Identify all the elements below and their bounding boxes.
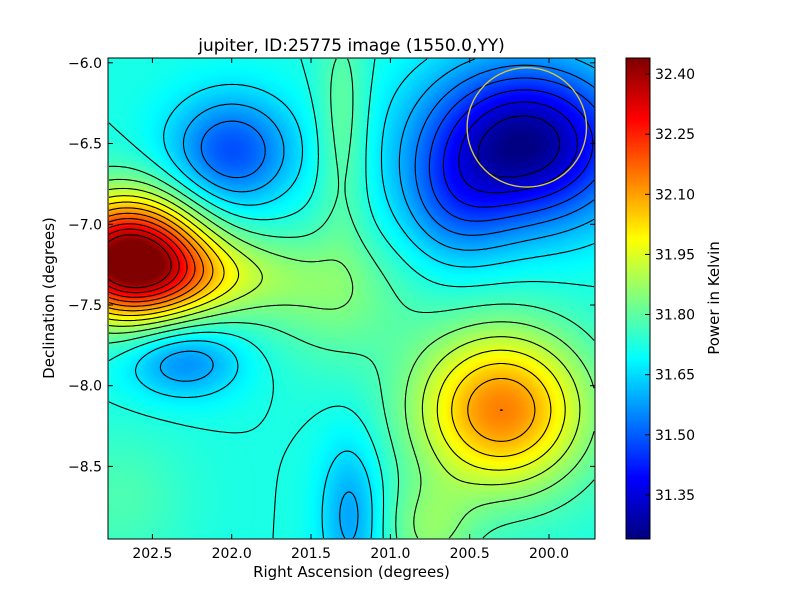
y-axis-ticks: −6.0 −6.5 −7.0 −7.5 −8.0 −8.5 [68,56,595,475]
contour-line [108,223,188,298]
colorbar-tick-label: 31.35 [655,488,695,504]
contour-line [108,187,581,486]
contour-line [108,212,503,412]
colorbar-frame [625,57,651,540]
colorbar: 32.40 32.25 32.10 31.95 31.80 31.65 31.50 31.35… [625,57,723,540]
colorbar-tick-label: 31.65 [655,368,695,384]
contour-line [108,201,552,458]
overlay-circle [466,66,588,188]
x-tick-label: 202.0 [212,546,252,562]
colorbar-gradient [626,58,650,539]
y-tick-label: −7.0 [68,217,102,233]
colorbar-ticks: 32.40 32.25 32.10 31.95 31.80 31.65 31.50 31.35 [645,67,695,504]
contour-line [458,101,578,194]
contour-line [108,58,595,539]
contour-line [428,77,595,222]
y-tick-label: −8.5 [68,459,102,475]
x-tick-label: 200.5 [450,546,490,562]
contour-line [108,218,196,303]
colorbar-tick-label: 32.10 [655,187,695,203]
x-tick-label: 202.5 [132,546,172,562]
heatmap-image [108,58,595,539]
contour-line [108,195,566,471]
contour-line [108,228,180,294]
x-tick-label: 201.5 [291,546,331,562]
contour-line [200,64,595,236]
x-axis-label: Right Ascension (degrees) [253,563,450,581]
y-axis-label: Declination (degrees) [40,217,58,379]
contour-line [134,58,595,539]
x-tick-label: 201.0 [370,546,410,562]
contour-line [108,207,536,442]
colorbar-tick-label: 32.40 [655,67,695,83]
contour-line [442,89,594,208]
plot-frame [107,57,596,540]
x-tick-label: 200.0 [529,546,569,562]
y-tick-label: −6.5 [68,137,102,153]
contour-line [108,178,595,539]
colorbar-tick-label: 31.50 [655,428,695,444]
contour-line [108,234,172,289]
colorbar-label: Power in Kelvin [705,241,723,355]
chart-title: jupiter, ID:25775 image (1550.0,YY) [197,36,505,56]
y-tick-label: −7.5 [68,298,102,314]
contour-lines [108,58,595,539]
colorbar-tick-label: 31.80 [655,308,695,324]
contour-line [477,115,561,178]
colorbar-tick-label: 32.25 [655,127,695,143]
x-axis-ticks: 202.5 202.0 201.5 201.0 200.5 200.0 [132,58,569,562]
contour-line [108,58,595,539]
colorbar-tick-label: 31.95 [655,247,695,263]
plot-area: 202.5 202.0 201.5 201.0 200.5 200.0 −6.0−6.5−… [68,56,596,562]
y-tick-label: −6.0 [68,56,102,72]
y-tick-label: −8.0 [68,379,102,395]
